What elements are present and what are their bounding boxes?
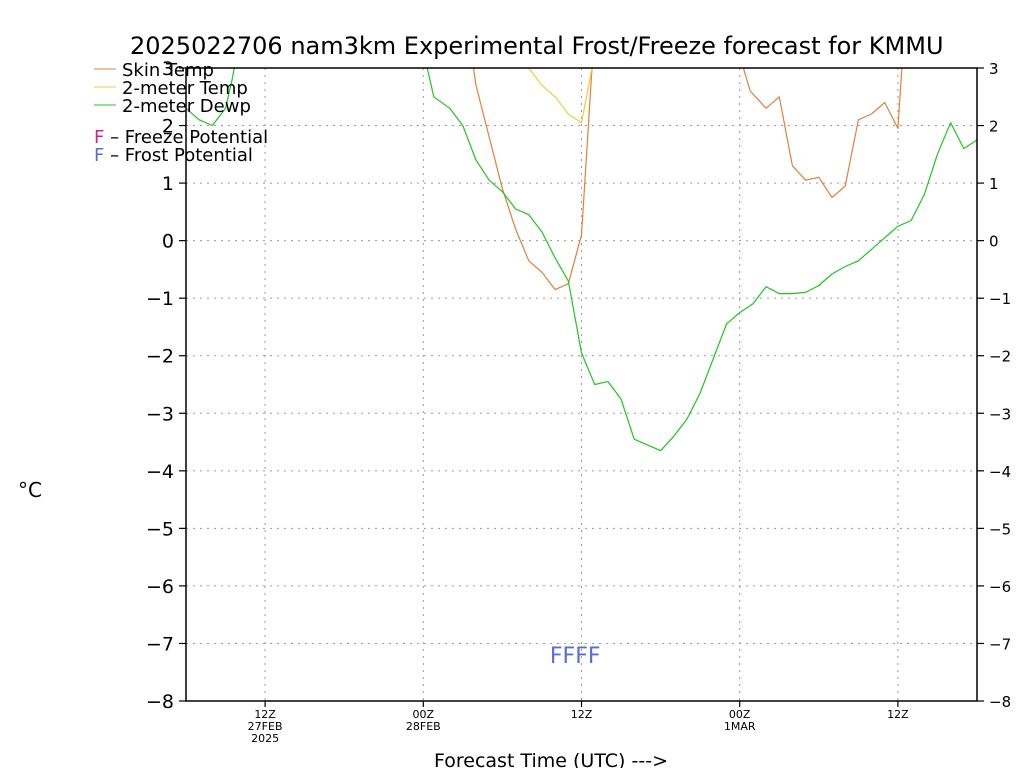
y-tick-label-right: 2 xyxy=(989,118,999,136)
x-tick-label: 12Z xyxy=(887,708,909,721)
y-tick-label-right: 3 xyxy=(989,60,999,78)
series-line-dewp2m xyxy=(186,68,977,452)
legend-frost-letter: F xyxy=(94,145,104,166)
legend-frost-label: – Frost Potential xyxy=(104,145,253,166)
series-line-skin xyxy=(472,68,903,291)
y-tick-label-right: 0 xyxy=(989,233,999,251)
x-tick-label: 00Z xyxy=(729,708,751,721)
y-tick-label-right: −8 xyxy=(989,693,1011,711)
y-tick-label-left: −6 xyxy=(146,576,174,598)
y-tick-label-left: −7 xyxy=(146,633,174,655)
frost-potential-marks: FFFF xyxy=(550,644,601,669)
y-tick-label-right: −3 xyxy=(989,405,1011,423)
legend: Skin Temp 2-meter Temp 2-meter Dewp F – … xyxy=(94,60,268,166)
legend-freeze: F – Freeze Potential xyxy=(94,127,268,148)
x-tick-label: 00Z xyxy=(413,708,435,721)
legend-label-temp2m: 2-meter Temp xyxy=(122,78,248,99)
y-tick-label-left: −4 xyxy=(146,461,174,483)
y-tick-label-right: −7 xyxy=(989,635,1011,653)
x-tick-label: 2025 xyxy=(251,732,279,745)
x-tick-label: 27FEB xyxy=(248,720,283,733)
y-tick-label-left: −8 xyxy=(146,691,174,713)
x-axis-label: Forecast Time (UTC) ---> xyxy=(434,750,668,768)
chart-title: 2025022706 nam3km Experimental Frost/Fre… xyxy=(130,32,944,60)
y-tick-label-right: −4 xyxy=(989,463,1011,481)
legend-freeze-letter: F xyxy=(94,127,104,148)
x-tick-label: 28FEB xyxy=(406,720,441,733)
x-tick-label: 12Z xyxy=(254,708,276,721)
y-tick-label-right: −6 xyxy=(989,578,1011,596)
y-tick-label-left: −3 xyxy=(146,403,174,425)
y-tick-label-right: −5 xyxy=(989,520,1011,538)
grid-lines xyxy=(186,68,977,701)
y-axis-unit: °C xyxy=(18,478,42,502)
y-tick-label-left: 1 xyxy=(162,173,174,195)
legend-frost: F – Frost Potential xyxy=(94,145,253,166)
y-tick-label-left: 2 xyxy=(162,116,174,138)
legend-freeze-label: – Freeze Potential xyxy=(104,127,268,148)
x-tick-label: 12Z xyxy=(571,708,593,721)
y-tick-label-right: −1 xyxy=(989,290,1011,308)
y-tick-label-left: −1 xyxy=(146,288,174,310)
series-lines xyxy=(186,68,977,452)
legend-label-dewp2m: 2-meter Dewp xyxy=(122,96,251,117)
y-tick-label-right: −2 xyxy=(989,348,1011,366)
y-axis-left: −8 −7 −6 −5 −4 −3 −2 −1 0 1 2 3 xyxy=(146,58,186,713)
y-tick-label-left: 3 xyxy=(162,58,174,80)
series-line-temp2m xyxy=(528,68,593,124)
y-tick-label-left: −5 xyxy=(146,518,174,540)
y-tick-label-left: 0 xyxy=(162,231,174,253)
y-tick-label-right: 1 xyxy=(989,175,999,193)
y-axis-right: −8 −7 −6 −5 −4 −3 −2 −1 0 1 2 3 xyxy=(977,60,1011,711)
y-tick-label-left: −2 xyxy=(146,346,174,368)
legend-label-skin: Skin Temp xyxy=(122,60,214,81)
x-tick-label: 1MAR xyxy=(724,720,756,733)
